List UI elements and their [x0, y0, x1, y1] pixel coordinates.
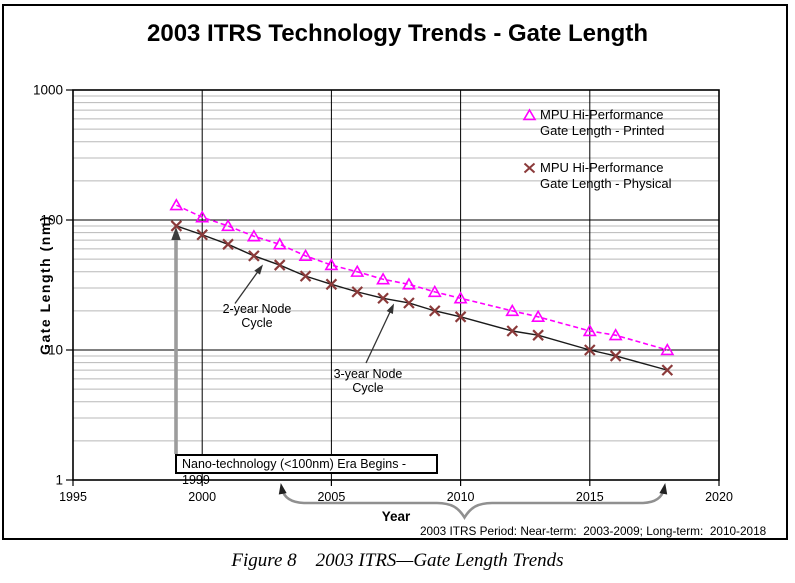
annotation-text-line: Cycle [352, 381, 384, 395]
legend-label-line: MPU Hi-Performance [540, 160, 664, 175]
itrs-period-brace [278, 483, 668, 520]
figure-border [2, 4, 788, 540]
legend-label-line: Gate Length - Printed [540, 122, 665, 138]
major-gridlines [73, 90, 719, 480]
series-physical [170, 220, 674, 376]
legend-label-line: MPU Hi-Performance [540, 107, 664, 122]
plot-border [72, 89, 720, 481]
series-printed [169, 198, 675, 356]
y-tick-labels: 1000 100 10 1 [33, 83, 63, 488]
x-axis-title: Year [381, 509, 411, 524]
svg-text:1995: 1995 [59, 490, 87, 504]
annotation-itrs-period: 2003 ITRS Period: Near-term: 2003-2009; … [420, 524, 767, 538]
chart-legend: MPU Hi-Performance Gate Length - Printed… [522, 107, 712, 213]
svg-text:2020: 2020 [705, 490, 733, 504]
minor-gridlines [73, 95, 719, 442]
legend-entry-physical: MPU Hi-Performance Gate Length - Physica… [522, 160, 712, 191]
annotation-nano-era-box: Nano-technology (<100nm) Era Begins - 19… [175, 454, 438, 487]
svg-text:2015: 2015 [576, 490, 604, 504]
legend-entry-printed: MPU Hi-Performance Gate Length - Printed [522, 107, 712, 138]
svg-text:1000: 1000 [33, 83, 63, 98]
y-axis-title: Gate Length (nm) [37, 215, 53, 355]
chart-title: 2003 ITRS Technology Trends - Gate Lengt… [147, 20, 648, 47]
annotation-text-line: 3-year Node [333, 367, 403, 381]
node-cycle-arrows [234, 264, 394, 364]
svg-text:2010: 2010 [447, 490, 475, 504]
annotation-text-line: 2-year Node [222, 302, 292, 316]
svg-text:100: 100 [40, 213, 63, 228]
legend-label-line: Gate Length - Physical [540, 175, 672, 191]
axis-ticks [66, 89, 720, 486]
svg-text:2005: 2005 [317, 490, 345, 504]
svg-text:1: 1 [55, 473, 63, 488]
nano-era-arrow [171, 227, 181, 454]
figure-caption: Figure 8 2003 ITRS—Gate Length Trends [231, 550, 564, 571]
svg-text:2000: 2000 [188, 490, 216, 504]
annotation-3-year-node-cycle: 3-year Node Cycle [308, 367, 428, 395]
x-tick-labels: 1995 2000 2005 2010 2015 2020 [59, 490, 733, 504]
x-marker-icon [523, 162, 536, 174]
annotation-2-year-node-cycle: 2-year Node Cycle [197, 302, 317, 330]
triangle-marker-icon [522, 108, 537, 121]
svg-text:10: 10 [48, 343, 63, 358]
annotation-text-line: Cycle [241, 316, 273, 330]
